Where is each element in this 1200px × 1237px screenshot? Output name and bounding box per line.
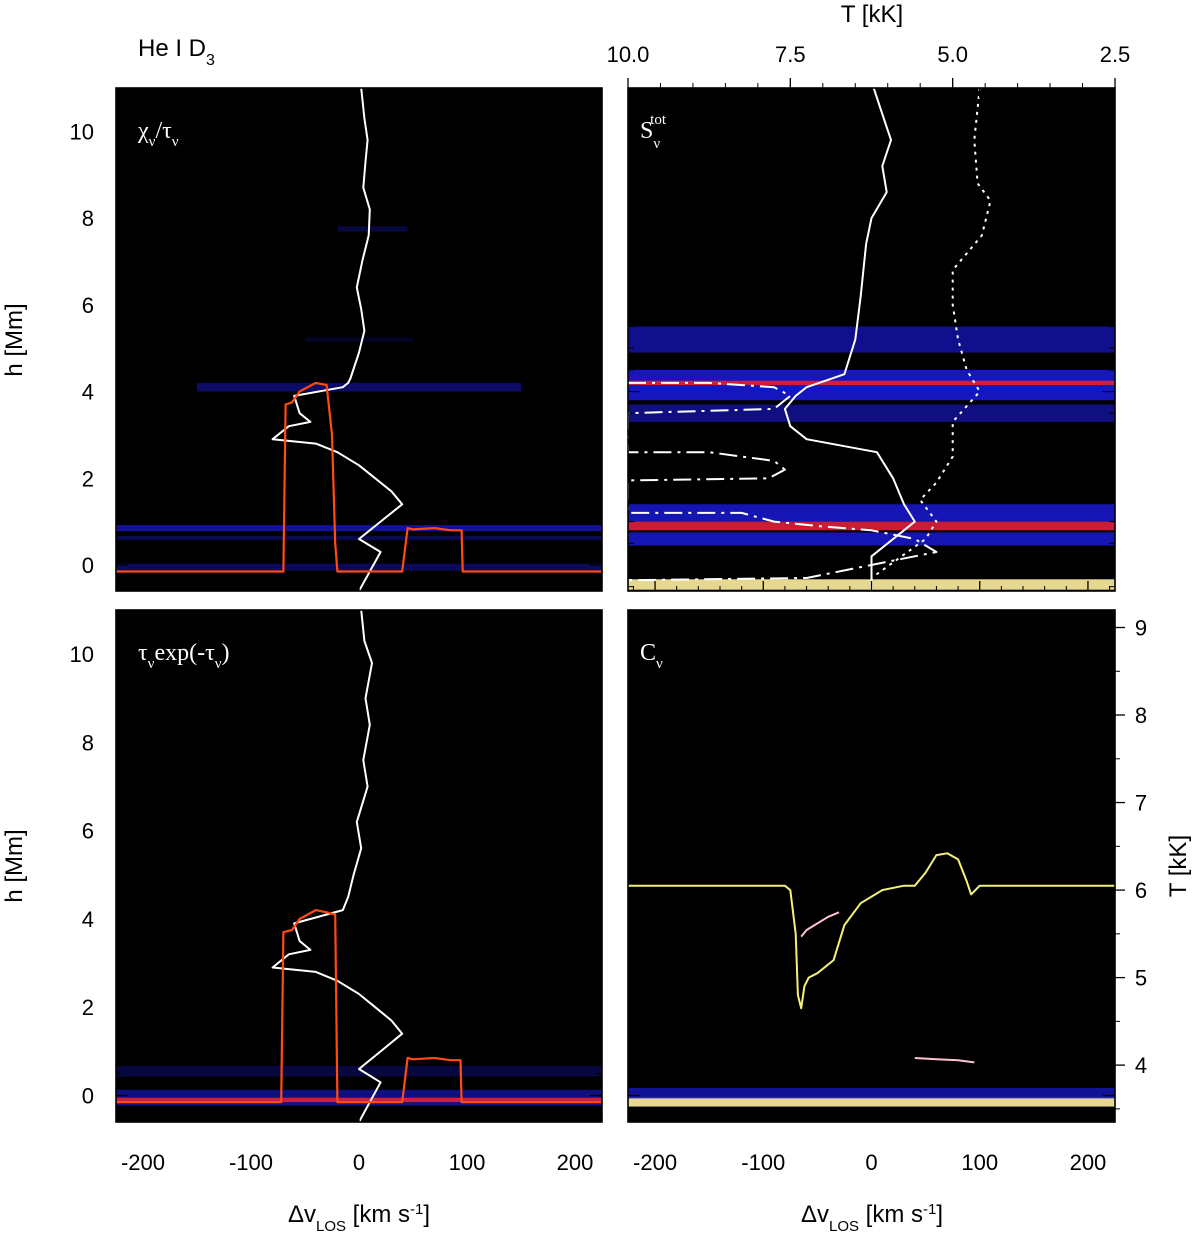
band-tau_exp_tau-2 [116,1097,602,1103]
top-axis-tick-label: 5.0 [937,42,968,67]
right-axis-tick-label: 4 [1135,1053,1147,1078]
x-tick-label: 100 [449,1150,486,1175]
line-tau_exp_tau-tau_unity [116,909,602,1104]
panel-source-function [627,87,1116,592]
top-axis-tick-label: 2.5 [1100,42,1131,67]
band-contribution_function-1 [628,1088,1115,1099]
y-tick-label: 6 [82,819,94,844]
line-tau_exp_tau-velocity [271,610,404,1122]
panel-label-chi-over-tau: χν/τν [137,118,179,150]
top-axis-tick-label: 10.0 [607,42,650,67]
right-axis-tick-label: 9 [1135,616,1147,641]
band-source_function-2 [628,380,1115,386]
y-tick-label: 8 [82,730,94,755]
band-chi_over_tau-4 [305,337,413,342]
x-tick-label: 0 [865,1150,877,1175]
line-source_function-velocity [783,88,916,591]
line-source_function-temperature_dashdot [628,381,938,582]
figure-title: He I D3 [138,35,215,69]
top-axis-title: T [kK] [841,1,903,28]
y-tick-label: 6 [82,293,94,318]
panel-chi-over-tau [115,87,603,592]
x-tick-label: 0 [353,1150,365,1175]
panel-label-contribution-function: Cν [640,640,663,672]
y-tick-label: 4 [82,380,94,405]
band-contribution_function-0 [628,1097,1115,1107]
band-tau_exp_tau-1 [116,1065,602,1077]
band-source_function-3 [628,404,1115,422]
y-tick-label: 10 [70,119,94,144]
y-axis-title-top: h [Mm] [1,303,28,376]
line-contribution_function-contrib_feature_lower [914,1057,975,1064]
x-tick-label: -100 [741,1150,785,1175]
y-tick-label: 8 [82,206,94,231]
top-axis-tick-label: 7.5 [775,42,806,67]
band-chi_over_tau-0 [116,525,602,532]
right-axis-tick-label: 8 [1135,703,1147,728]
line-contribution_function-temperature [628,852,1115,1010]
x-axis-title-left: ΔvLOS [km s-1] [288,1201,430,1235]
y-tick-label: 4 [82,907,94,932]
band-chi_over_tau-2 [116,563,602,571]
y-tick-label: 2 [82,466,94,491]
right-axis-title: T [kK] [1165,835,1192,897]
line-contribution_function-contrib_feature_upper [800,911,840,938]
panel-contribution-function [627,609,1116,1123]
right-axis-tick-label: 7 [1135,791,1147,816]
band-chi_over_tau-5 [197,382,521,392]
band-chi_over_tau-3 [337,226,408,232]
x-tick-label: 100 [961,1150,998,1175]
panel-label-source-function: Sνtot [640,112,667,152]
line-chi_over_tau-velocity [271,88,404,591]
panel-label-tau-exp-tau: τνexp(-τν) [138,640,230,672]
y-tick-label: 0 [82,1084,94,1109]
right-axis-tick-label: 6 [1135,878,1147,903]
band-source_function-6 [628,532,1115,546]
line-chi_over_tau-tau_unity [116,381,602,573]
band-source_function-0 [628,326,1115,353]
y-tick-label: 0 [82,553,94,578]
right-axis-tick-label: 5 [1135,966,1147,991]
y-axis-title-bottom: h [Mm] [1,829,28,902]
panel-tau-exp-tau [115,609,603,1123]
x-tick-label: 200 [1070,1150,1107,1175]
band-source_function-4 [628,504,1115,522]
y-tick-label: 2 [82,995,94,1020]
x-tick-label: -100 [229,1150,273,1175]
x-tick-label: -200 [633,1150,677,1175]
x-tick-label: 200 [557,1150,594,1175]
band-source_function-5 [628,521,1115,531]
x-axis-title-right: ΔvLOS [km s-1] [801,1201,943,1235]
x-tick-label: -200 [121,1150,165,1175]
y-tick-label: 10 [70,642,94,667]
